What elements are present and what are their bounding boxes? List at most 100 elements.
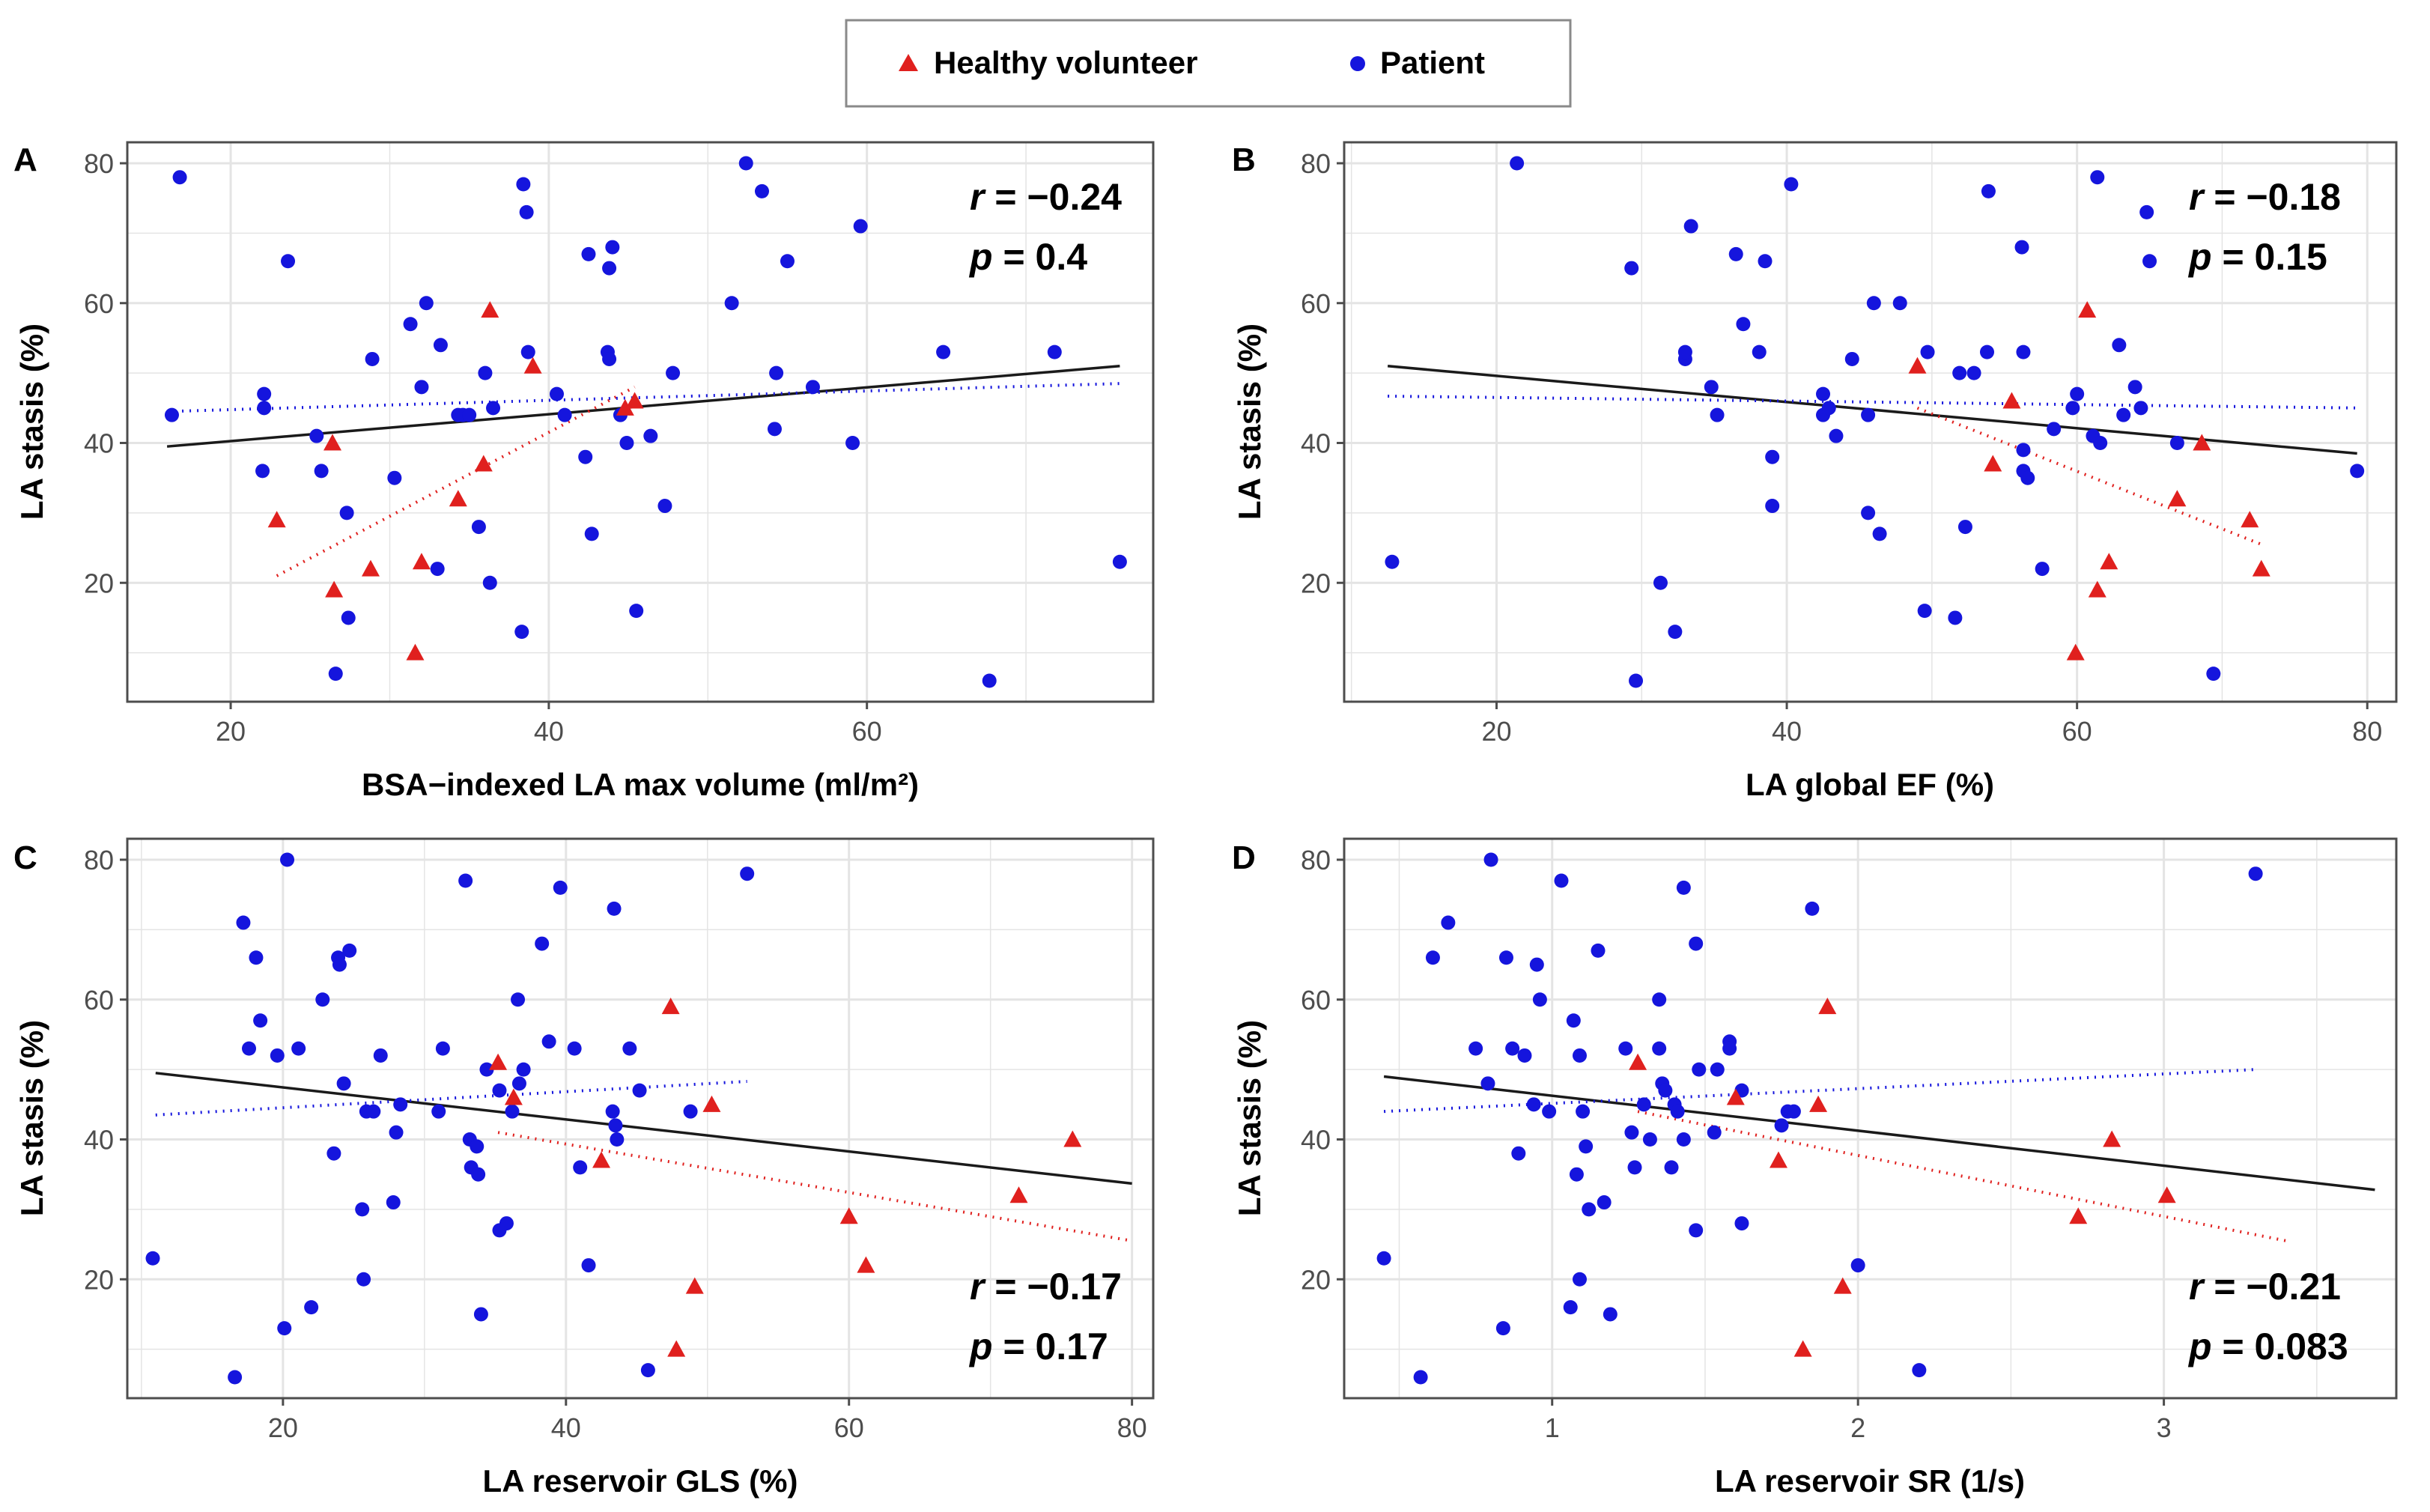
patient-point xyxy=(1582,1202,1597,1217)
fit-line-healthy xyxy=(276,386,636,577)
panel-letter: B xyxy=(1232,142,1256,178)
patient-point xyxy=(1566,1013,1581,1028)
x-tick-label: 40 xyxy=(534,716,564,747)
patient-point xyxy=(499,1216,514,1231)
panel-letter: D xyxy=(1232,840,1256,876)
patient-point xyxy=(1441,915,1456,930)
patient-point xyxy=(1689,936,1704,951)
y-tick-label: 40 xyxy=(84,428,114,459)
patient-point xyxy=(471,520,486,535)
fit-lines xyxy=(166,365,1120,577)
patient-point xyxy=(433,338,448,353)
fit-line-healthy xyxy=(1637,1110,2287,1242)
healthy-point xyxy=(406,643,425,661)
grid xyxy=(1344,839,2396,1398)
stat-r: r = −0.17 xyxy=(970,1266,1122,1308)
healthy-point xyxy=(267,511,286,528)
legend-healthy-label: Healthy volunteer xyxy=(934,45,1197,80)
patient-point xyxy=(389,1125,404,1140)
patient-point xyxy=(1576,1104,1591,1119)
patient-point xyxy=(1629,673,1644,688)
patient-point xyxy=(1704,380,1719,395)
x-tick-label: 40 xyxy=(551,1412,581,1443)
y-tick-label: 60 xyxy=(1301,985,1331,1015)
patient-point xyxy=(1591,943,1606,958)
points xyxy=(1385,156,2365,688)
y-tick-label: 40 xyxy=(84,1125,114,1156)
patient-point xyxy=(1952,365,1967,380)
healthy-point xyxy=(592,1151,611,1168)
x-axis-title: BSA−indexed LA max volume (ml/m²) xyxy=(362,767,919,802)
patient-point xyxy=(315,992,330,1007)
patient-point xyxy=(1786,1104,1801,1119)
patient-point xyxy=(1579,1139,1594,1154)
patient-point xyxy=(657,499,672,514)
healthy-point xyxy=(1726,1088,1745,1105)
patient-point xyxy=(1653,575,1668,590)
patient-point xyxy=(936,344,951,359)
tick-labels: 20 40 60 80 20 40 60 80 xyxy=(84,845,1147,1443)
patient-point xyxy=(505,1104,520,1119)
patient-point xyxy=(549,386,564,401)
patient-point xyxy=(767,422,782,437)
y-tick-label: 60 xyxy=(84,985,114,1015)
patient-point xyxy=(511,992,526,1007)
patient-point xyxy=(1597,1195,1612,1210)
healthy-point xyxy=(324,434,341,451)
patient-point xyxy=(541,1034,556,1049)
healthy-point xyxy=(1629,1053,1647,1070)
x-tick-label: 40 xyxy=(1772,716,1802,747)
y-axis-title: LA stasis (%) xyxy=(14,324,49,520)
patient-point xyxy=(473,1307,488,1322)
patient-point xyxy=(1752,344,1767,359)
patient-point xyxy=(255,464,270,479)
patient-point xyxy=(257,401,272,416)
points xyxy=(164,156,1127,688)
healthy-point xyxy=(2069,1207,2088,1224)
x-tick-label: 20 xyxy=(1481,716,1511,747)
healthy-point xyxy=(661,998,680,1015)
points xyxy=(145,852,1082,1385)
patient-point xyxy=(386,1195,401,1210)
patient-point xyxy=(1676,880,1691,895)
points xyxy=(1376,852,2263,1385)
patient-point xyxy=(605,240,620,255)
patient-point xyxy=(535,936,550,951)
healthy-point xyxy=(625,392,644,409)
patient-point xyxy=(1692,1062,1707,1077)
patient-point xyxy=(281,254,296,269)
fit-line-healthy xyxy=(1916,406,2262,546)
patient-point xyxy=(366,1104,381,1119)
patient-point xyxy=(2112,338,2127,353)
healthy-point xyxy=(616,398,634,416)
patient-point xyxy=(1677,344,1692,359)
patient-point xyxy=(257,386,272,401)
patient-point xyxy=(607,901,622,916)
tick-labels: 20 40 60 80 20 40 60 80 xyxy=(1301,148,2382,747)
patient-point xyxy=(342,943,357,958)
grid xyxy=(127,142,1153,702)
healthy-point xyxy=(2193,434,2211,451)
patient-point xyxy=(309,428,324,443)
patient-point xyxy=(610,1132,625,1147)
y-tick-label: 20 xyxy=(84,568,114,598)
y-tick-label: 60 xyxy=(1301,288,1331,319)
patient-point xyxy=(1816,386,1831,401)
patient-point xyxy=(253,1013,268,1028)
patient-point xyxy=(387,470,402,485)
x-tick-label: 80 xyxy=(1117,1412,1147,1443)
patient-point xyxy=(355,1202,370,1217)
patient-point xyxy=(470,1139,485,1154)
patient-point xyxy=(573,1160,588,1175)
stat-p: p = 0.4 xyxy=(968,236,1087,278)
patient-point xyxy=(414,380,429,395)
patient-point xyxy=(393,1097,408,1112)
patient-point xyxy=(2016,344,2031,359)
patient-point xyxy=(605,1104,620,1119)
panel-border xyxy=(1343,837,2398,1400)
y-tick-label: 60 xyxy=(84,288,114,319)
legend-healthy-marker xyxy=(899,54,918,71)
patient-point xyxy=(314,464,329,479)
x-tick-label: 20 xyxy=(216,716,246,747)
plot-area xyxy=(127,142,1153,702)
